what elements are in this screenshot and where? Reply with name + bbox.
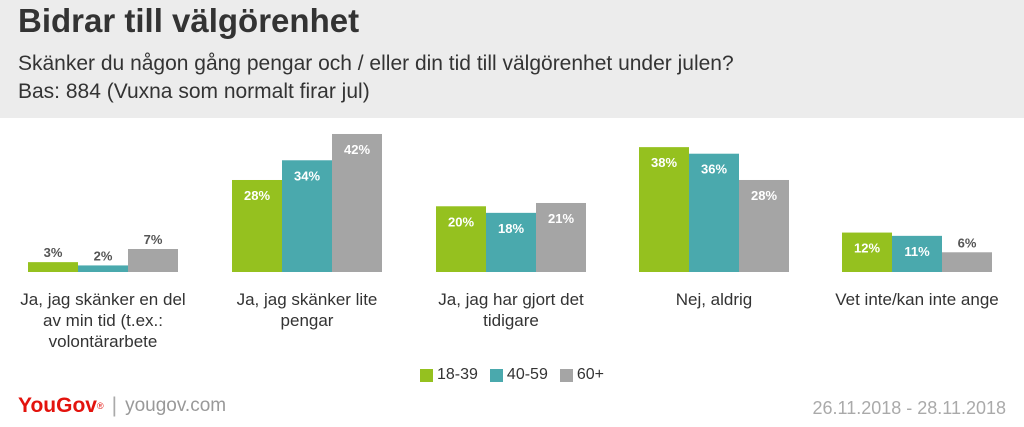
bar-40-59-3 bbox=[689, 153, 739, 272]
bar-chart: 3% 2% 7% Ja, jag skänker en del av min tid (… bbox=[20, 133, 999, 351]
bar-60plus-1 bbox=[332, 133, 382, 272]
category-label-0-line-2: volontärarbete bbox=[49, 332, 158, 351]
category-label-2-line-0: Ja, jag har gjort det bbox=[438, 290, 584, 309]
legend-item-60plus: 60+ bbox=[559, 366, 604, 384]
chart-subtitle: Skänker du någon gång pengar och / eller… bbox=[18, 52, 734, 75]
category-label-0-line-0: Ja, jag skänker en del bbox=[20, 290, 185, 309]
data-label-60plus-0: 7% bbox=[144, 232, 163, 247]
data-label-40-59-3: 36% bbox=[701, 162, 727, 177]
data-label-60plus-3: 28% bbox=[751, 188, 777, 203]
logo-text-you: You bbox=[18, 394, 57, 417]
chart-title: Bidrar till välgörenhet bbox=[18, 2, 360, 39]
legend-label: 18-39 bbox=[437, 366, 478, 383]
legend-swatch bbox=[420, 368, 433, 382]
bar-40-59-4 bbox=[892, 235, 942, 272]
chart-legend: 18-39 40-59 60+ bbox=[0, 366, 1024, 387]
legend-label: 40-59 bbox=[506, 366, 548, 383]
data-label-40-59-0: 2% bbox=[94, 248, 113, 263]
header-band: Bidrar till välgörenhet Skänker du någon… bbox=[0, 0, 1024, 118]
bar-18-39-4 bbox=[842, 232, 892, 272]
bar-60plus-0 bbox=[128, 248, 178, 272]
logo-text-gov: Gov bbox=[56, 394, 97, 417]
category-label-1-line-1: pengar bbox=[281, 311, 334, 330]
data-label-18-39-4: 12% bbox=[854, 241, 880, 256]
bar-60plus-2 bbox=[536, 202, 586, 272]
bar-60plus-4 bbox=[942, 252, 992, 272]
bar-60plus-3 bbox=[739, 179, 789, 272]
legend-swatch bbox=[489, 368, 503, 382]
yougov-logo: You Gov ® | yougov.com bbox=[18, 394, 226, 418]
data-label-40-59-4: 11% bbox=[904, 244, 930, 259]
data-label-18-39-2: 20% bbox=[448, 214, 474, 229]
legend-item-18-39: 18-39 bbox=[420, 366, 478, 384]
category-label-0-line-1: av min tid (t.ex.: bbox=[43, 311, 163, 330]
legend-label: 60+ bbox=[576, 366, 604, 383]
category-label-2-line-1: tidigare bbox=[483, 311, 539, 330]
data-label-60plus-4: 6% bbox=[958, 235, 977, 250]
data-label-40-59-2: 18% bbox=[498, 221, 524, 236]
logo-separator: | bbox=[111, 394, 118, 417]
bar-18-39-1 bbox=[232, 179, 282, 272]
bar-40-59-1 bbox=[282, 160, 332, 272]
data-label-18-39-0: 3% bbox=[44, 245, 63, 260]
data-label-40-59-1: 34% bbox=[294, 168, 320, 183]
bar-18-39-0 bbox=[28, 262, 78, 272]
chart-base-note: Bas: 884 (Vuxna som normalt firar jul) bbox=[18, 80, 370, 103]
data-label-18-39-3: 38% bbox=[651, 155, 677, 170]
bar-18-39-3 bbox=[639, 147, 689, 272]
category-label-3-line-0: Nej, aldrig bbox=[676, 290, 753, 309]
data-label-60plus-2: 21% bbox=[548, 211, 574, 226]
bar-18-39-2 bbox=[436, 206, 486, 272]
logo-registered-mark: ® bbox=[96, 401, 104, 411]
survey-date-range: 26.11.2018 - 28.11.2018 bbox=[812, 398, 1007, 418]
bar-40-59-2 bbox=[486, 212, 536, 272]
category-label-1-line-0: Ja, jag skänker lite bbox=[237, 290, 378, 309]
legend-item-40-59: 40-59 bbox=[489, 366, 548, 384]
data-label-18-39-1: 28% bbox=[244, 188, 270, 203]
bar-40-59-0 bbox=[78, 265, 128, 272]
yougov-url: yougov.com bbox=[125, 395, 227, 416]
data-label-60plus-1: 42% bbox=[344, 142, 370, 157]
legend-swatch bbox=[559, 368, 573, 382]
category-label-4-line-0: Vet inte/kan inte ange bbox=[835, 290, 999, 309]
